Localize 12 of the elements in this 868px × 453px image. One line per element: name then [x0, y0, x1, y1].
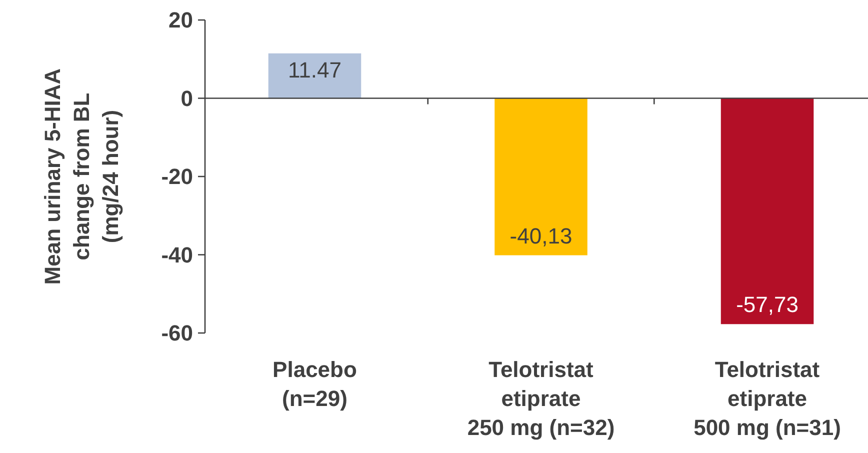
y-tick-label: -60	[161, 320, 193, 346]
y-tick-label: 0	[180, 86, 193, 111]
data-label: -57,73	[736, 292, 798, 318]
y-tick-label: -40	[161, 242, 193, 268]
y-tick-label: 20	[168, 8, 193, 33]
x-tick-label: Telotristat etiprate 500 mg (n=31)	[694, 357, 841, 440]
data-label: 11.47	[288, 57, 342, 82]
x-tick-label: Placebo (n=29)	[272, 357, 357, 411]
x-tick-label: Telotristat etiprate 250 mg (n=32)	[467, 357, 615, 440]
y-axis-title: Mean urinary 5-HIAA change from BL (mg/24 hour)	[40, 68, 123, 285]
y-tick-label: -20	[161, 164, 193, 190]
data-label: -40,13	[510, 223, 572, 248]
